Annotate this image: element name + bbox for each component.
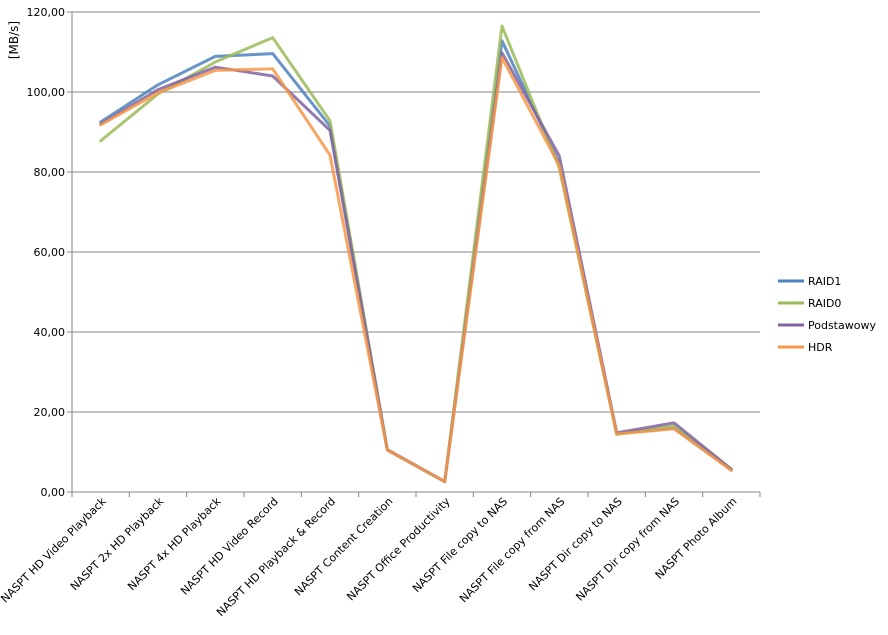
series-line-raid0: [99, 24, 733, 484]
x-tick-label: NASPT 2x HD Playback: [68, 494, 167, 593]
y-tick-label: 20,00: [34, 406, 66, 419]
y-axis-label: [MB/s]: [7, 21, 21, 59]
legend-label: Podstawowy: [808, 319, 876, 332]
series-line-hdr: [99, 56, 733, 484]
x-tick-label: NASPT Dir copy to NAS: [526, 495, 624, 593]
series-line-raid1: [99, 39, 733, 484]
x-tick-label: NASPT Office Productivity: [344, 495, 453, 604]
x-tick-label: NASPT Content Creation: [292, 495, 396, 599]
y-tick-label: 100,00: [27, 86, 66, 99]
y-tick-label: 0,00: [41, 486, 66, 499]
legend-label: RAID0: [808, 297, 841, 310]
x-tick-label: NASPT HD Video Record: [178, 495, 281, 598]
x-tick-label: NASPT HD Playback & Record: [214, 495, 338, 619]
y-tick-label: 40,00: [34, 326, 66, 339]
legend-label: RAID1: [808, 275, 841, 288]
y-tick-label: 80,00: [34, 166, 66, 179]
legend: RAID1 RAID0 Podstawowy HDR: [778, 275, 876, 354]
y-tick-label: 120,00: [27, 6, 66, 19]
y-tick-label: 60,00: [34, 246, 66, 259]
x-tick-label: NASPT File copy from NAS: [457, 495, 567, 605]
axes: 0,00 20,00 40,00 60,00 80,00 100,00 120,00 NASP…: [0, 6, 761, 619]
x-tick-label: NASPT File copy to NAS: [410, 495, 510, 595]
x-tick-label: NASPT Dir copy from NAS: [573, 495, 682, 604]
series-lines: [99, 24, 733, 484]
x-tick-label: NASPT HD Video Playback: [0, 494, 109, 605]
series-line-podstawowy: [99, 51, 733, 484]
x-tick-label: NASPT 4x HD Playback: [125, 494, 224, 593]
gridlines: [72, 11, 760, 413]
legend-label: HDR: [808, 341, 833, 354]
